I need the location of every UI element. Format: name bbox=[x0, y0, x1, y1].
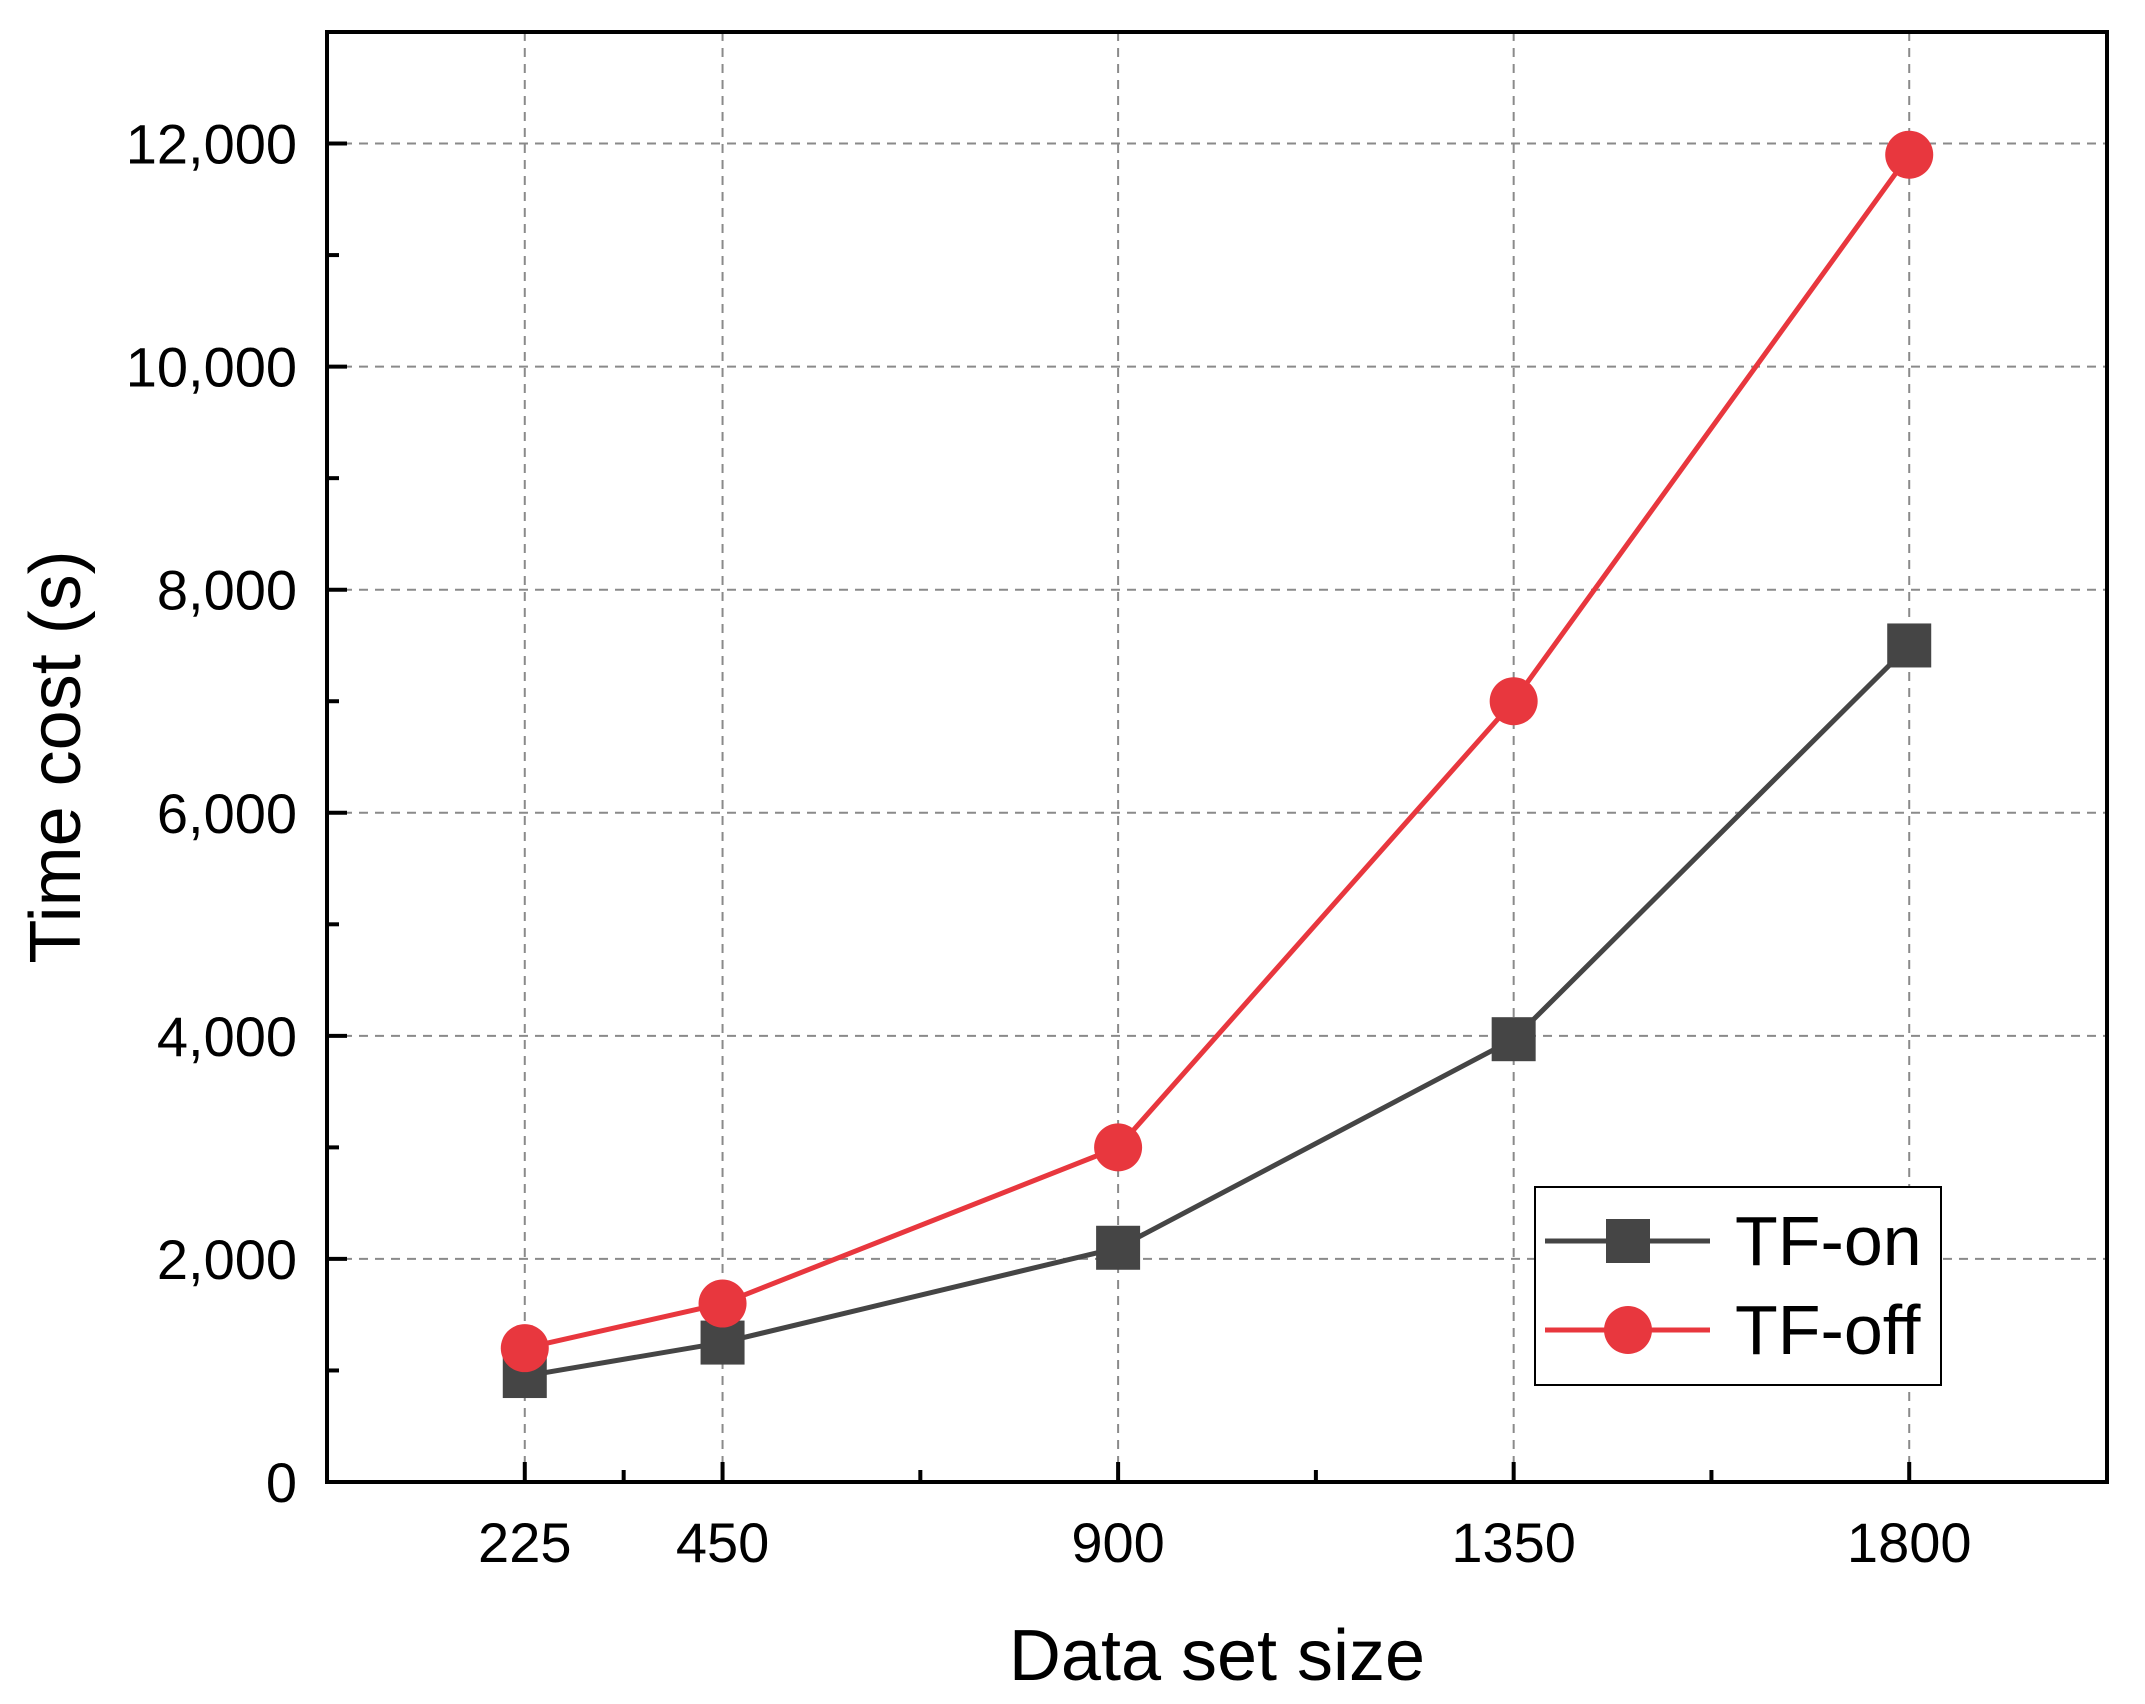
x-tick-label: 450 bbox=[676, 1511, 769, 1574]
axis-ticks: 225 450 900 1350 1800 0 2,000 4,000 6,000 8,000 10… bbox=[126, 113, 1972, 1574]
y-axis-title: Time cost (s) bbox=[16, 550, 96, 963]
data-point-tf-on bbox=[700, 1320, 745, 1365]
y-tick-label: 12,000 bbox=[126, 113, 297, 176]
series-layer bbox=[500, 130, 1934, 1399]
legend-label-tf-on: TF-on bbox=[1735, 1202, 1922, 1280]
y-tick-label: 0 bbox=[266, 1451, 297, 1514]
y-tick-label: 2,000 bbox=[157, 1228, 297, 1291]
data-point-tf-on bbox=[1491, 1017, 1536, 1062]
legend-box bbox=[1534, 1186, 1942, 1386]
x-axis-title: Data set size bbox=[1009, 1616, 1425, 1696]
legend-label-tf-off: TF-off bbox=[1735, 1291, 1921, 1369]
x-tick-label: 1800 bbox=[1847, 1511, 1972, 1574]
series-line-tf-off bbox=[524, 153, 1912, 1351]
data-point-tf-on bbox=[1096, 1225, 1141, 1270]
x-tick-label: 1350 bbox=[1451, 1511, 1576, 1574]
legend-marker-tf-on bbox=[1606, 1219, 1650, 1263]
y-tick-label: 4,000 bbox=[157, 1005, 297, 1068]
axes bbox=[325, 30, 2109, 1484]
data-point-tf-off bbox=[1885, 130, 1934, 179]
data-point-tf-off bbox=[500, 1324, 549, 1373]
data-point-tf-off bbox=[1489, 677, 1538, 726]
data-point-tf-off bbox=[1094, 1123, 1143, 1172]
x-tick-label: 225 bbox=[478, 1511, 571, 1574]
y-tick-label: 6,000 bbox=[157, 782, 297, 845]
data-point-tf-off bbox=[698, 1279, 747, 1328]
legend-marker-tf-off bbox=[1604, 1306, 1652, 1354]
y-tick-label: 10,000 bbox=[126, 336, 297, 399]
y-tick-label: 8,000 bbox=[157, 559, 297, 622]
x-tick-label: 900 bbox=[1071, 1511, 1164, 1574]
legend: TF-on TF-off bbox=[1534, 1186, 1942, 1386]
data-point-tf-on bbox=[1887, 623, 1932, 668]
grid-lines bbox=[327, 32, 2107, 1482]
plot-frame bbox=[325, 30, 2109, 1484]
